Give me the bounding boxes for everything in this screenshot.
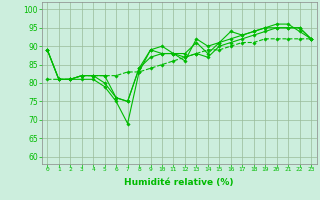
X-axis label: Humidité relative (%): Humidité relative (%) [124, 178, 234, 187]
